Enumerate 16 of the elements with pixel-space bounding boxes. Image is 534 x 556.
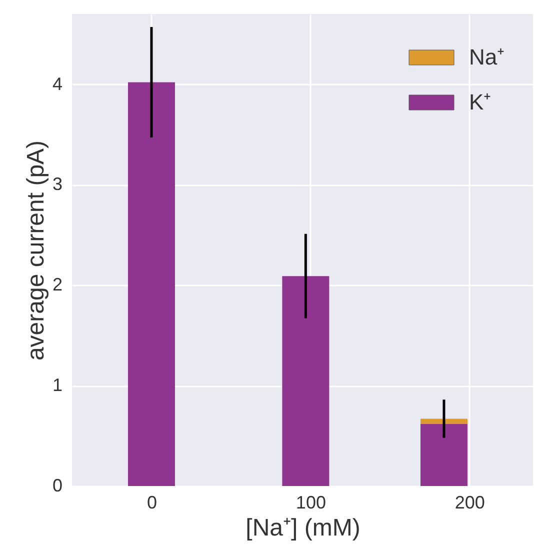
y-tick-label: 3 bbox=[52, 174, 62, 194]
y-tick-label: 2 bbox=[52, 274, 62, 295]
x-tick-label: 0 bbox=[146, 492, 157, 512]
y-tick-label: 4 bbox=[52, 74, 62, 94]
x-axis-title: [Na⁺] (mM) bbox=[246, 514, 360, 542]
x-tick-label: 200 bbox=[454, 492, 485, 512]
y-axis-title: average current (pA) bbox=[22, 140, 50, 361]
y-tick-label: 0 bbox=[52, 476, 62, 496]
bar bbox=[128, 82, 175, 486]
y-tick-label: 1 bbox=[52, 375, 62, 396]
bar bbox=[420, 424, 468, 486]
x-tick-label: 100 bbox=[296, 492, 326, 512]
legend-label: Na⁺ bbox=[469, 44, 504, 70]
legend-label: K⁺ bbox=[469, 90, 491, 114]
bar bbox=[282, 276, 330, 486]
bar bbox=[420, 418, 468, 424]
